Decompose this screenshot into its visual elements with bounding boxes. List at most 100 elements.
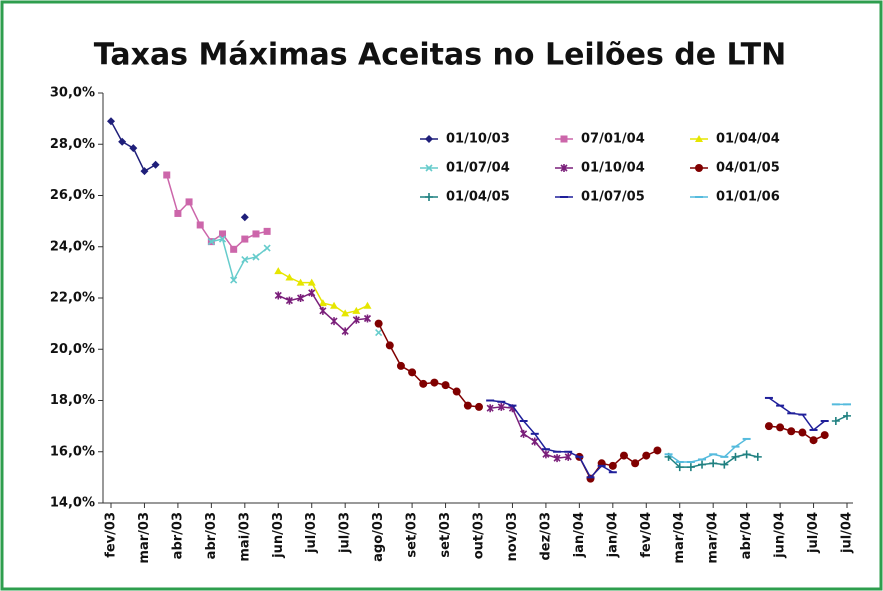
x-tick-label: mar/04 (672, 512, 687, 564)
x-tick-label: ago/03 (371, 512, 386, 562)
x-tick-label: jun/04 (773, 512, 788, 559)
marker (542, 450, 550, 459)
marker (787, 427, 796, 436)
marker (285, 296, 293, 305)
x-tick-label: abr/03 (204, 512, 219, 559)
marker (241, 255, 249, 264)
y-tick-label: 16,0% (50, 444, 95, 459)
marker (196, 221, 204, 229)
x-tick-label: fev/04 (639, 512, 654, 558)
marker (520, 429, 528, 438)
marker (274, 267, 283, 275)
y-tick-label: 20,0% (50, 342, 95, 357)
marker (425, 193, 433, 201)
marker (241, 235, 249, 243)
x-tick-label: jun/03 (271, 512, 286, 559)
marker (307, 278, 316, 286)
marker (642, 451, 651, 460)
x-tick-label: jan/04 (605, 512, 620, 558)
marker (219, 230, 227, 238)
x-tick-label: abr/03 (170, 512, 185, 559)
marker (720, 460, 729, 469)
x-tick-label: jan/04 (572, 512, 587, 558)
marker (252, 230, 260, 238)
marker (653, 446, 662, 455)
series-line (166, 174, 268, 251)
x-tick-label: fev/03 (104, 512, 119, 558)
marker (452, 387, 461, 396)
marker (285, 273, 294, 281)
x-tick-label: jul/04 (806, 512, 821, 554)
marker (263, 227, 271, 235)
marker (118, 137, 127, 146)
legend-label: 01/01/06 (716, 190, 780, 205)
x-tick-label: jul/04 (840, 512, 855, 554)
marker (308, 288, 316, 297)
marker (776, 423, 785, 432)
marker (695, 135, 703, 142)
marker (408, 368, 417, 377)
marker (330, 317, 338, 326)
x-tick-label: mar/04 (706, 512, 721, 564)
marker (297, 294, 305, 302)
marker (430, 378, 439, 387)
marker (296, 278, 305, 286)
y-tick-label: 28,0% (50, 137, 95, 152)
legend-label: 01/04/04 (716, 132, 780, 147)
marker (263, 244, 271, 252)
marker (531, 437, 539, 446)
marker (608, 461, 617, 470)
marker (475, 402, 483, 411)
marker (140, 167, 149, 176)
marker (374, 319, 383, 328)
marker (764, 422, 773, 431)
marker (330, 301, 339, 309)
marker (375, 329, 383, 337)
marker (560, 135, 568, 143)
marker (497, 402, 505, 411)
x-tick-label: abr/04 (739, 512, 754, 559)
x-tick-label: out/03 (472, 512, 487, 559)
marker (425, 164, 433, 172)
marker (240, 213, 249, 222)
y-tick-label: 30,0% (50, 86, 95, 101)
marker (363, 314, 372, 323)
marker (695, 164, 703, 172)
legend-label: 04/01/05 (716, 161, 780, 176)
marker (341, 327, 349, 336)
marker (698, 460, 707, 469)
legend-label: 01/04/05 (446, 190, 510, 205)
marker (553, 454, 561, 463)
y-tick-label: 26,0% (50, 188, 95, 203)
marker (319, 306, 327, 315)
x-tick-label: mai/03 (237, 512, 252, 562)
marker (163, 171, 171, 179)
legend-label: 01/07/04 (446, 161, 510, 176)
marker (230, 276, 238, 284)
marker (341, 309, 350, 317)
marker (798, 428, 807, 437)
marker (753, 452, 762, 461)
marker (820, 431, 829, 440)
legend-label: 07/01/04 (581, 132, 645, 147)
chart-title: Taxas Máximas Aceitas no Leilões de LTN (94, 38, 786, 73)
marker (631, 459, 640, 468)
marker (151, 160, 160, 169)
marker (742, 450, 751, 459)
marker (396, 361, 405, 370)
y-tick-label: 14,0% (50, 496, 95, 511)
x-tick-label: dez/03 (538, 512, 553, 561)
x-tick-label: mar/03 (137, 512, 152, 564)
x-tick-label: nov/03 (505, 512, 520, 562)
marker (107, 117, 115, 126)
x-tick-label: set/03 (405, 512, 420, 558)
marker (230, 245, 238, 253)
marker (831, 417, 840, 425)
marker (252, 253, 260, 261)
legend-label: 01/10/03 (446, 132, 510, 147)
marker (441, 381, 450, 390)
marker (486, 404, 494, 413)
y-tick-label: 22,0% (50, 291, 95, 306)
